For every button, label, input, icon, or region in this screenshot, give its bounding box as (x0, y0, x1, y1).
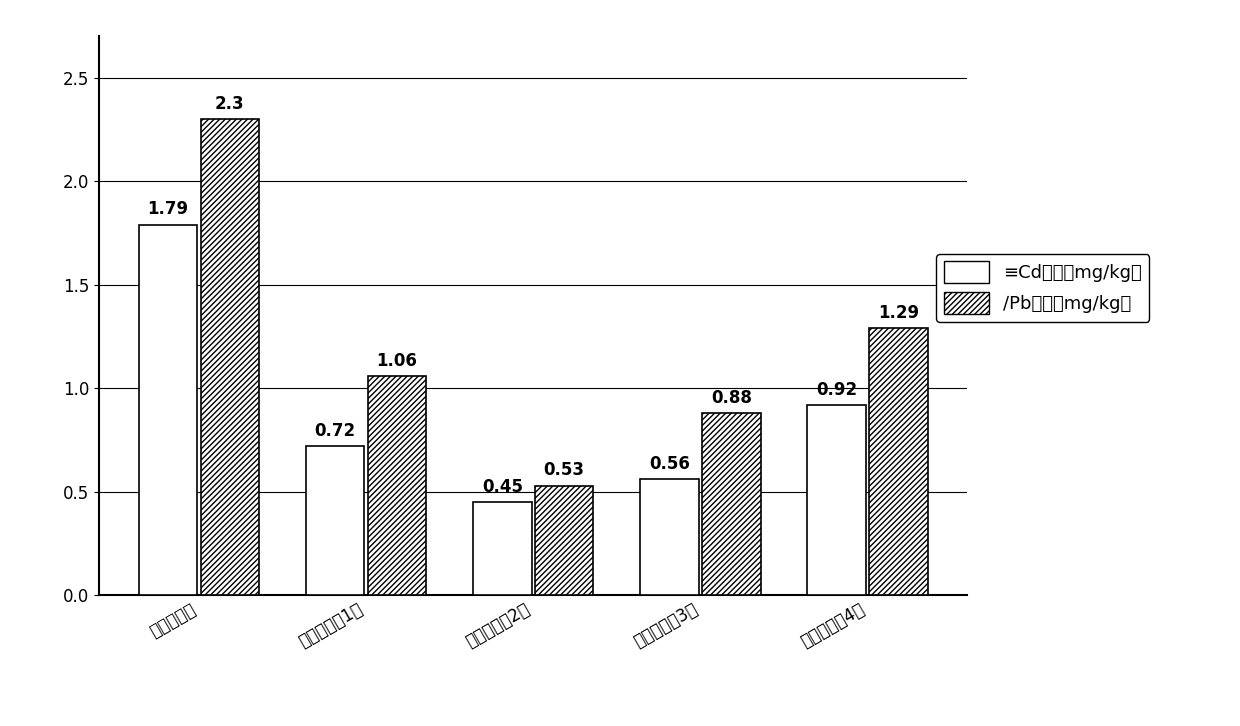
Legend: ≡Cd含量（mg/kg）, ∕Pb含量（mg/kg）: ≡Cd含量（mg/kg）, ∕Pb含量（mg/kg） (936, 254, 1149, 322)
Text: 0.45: 0.45 (482, 478, 523, 496)
Bar (201, 119, 259, 595)
Bar (306, 446, 365, 595)
Text: 0.72: 0.72 (315, 422, 356, 440)
Bar (640, 479, 698, 595)
Text: 0.53: 0.53 (543, 462, 584, 479)
Text: 2.3: 2.3 (215, 95, 244, 113)
Text: 0.92: 0.92 (816, 380, 857, 399)
Text: 1.29: 1.29 (878, 304, 919, 322)
Bar (368, 376, 427, 595)
Bar (702, 413, 760, 595)
Text: 0.56: 0.56 (649, 455, 689, 473)
Bar (472, 502, 532, 595)
Text: 1.79: 1.79 (148, 200, 188, 219)
Bar (139, 225, 197, 595)
Text: 1.06: 1.06 (377, 351, 418, 370)
Bar (869, 328, 928, 595)
Text: 0.88: 0.88 (711, 389, 751, 407)
Bar (807, 405, 866, 595)
Bar (534, 486, 594, 595)
